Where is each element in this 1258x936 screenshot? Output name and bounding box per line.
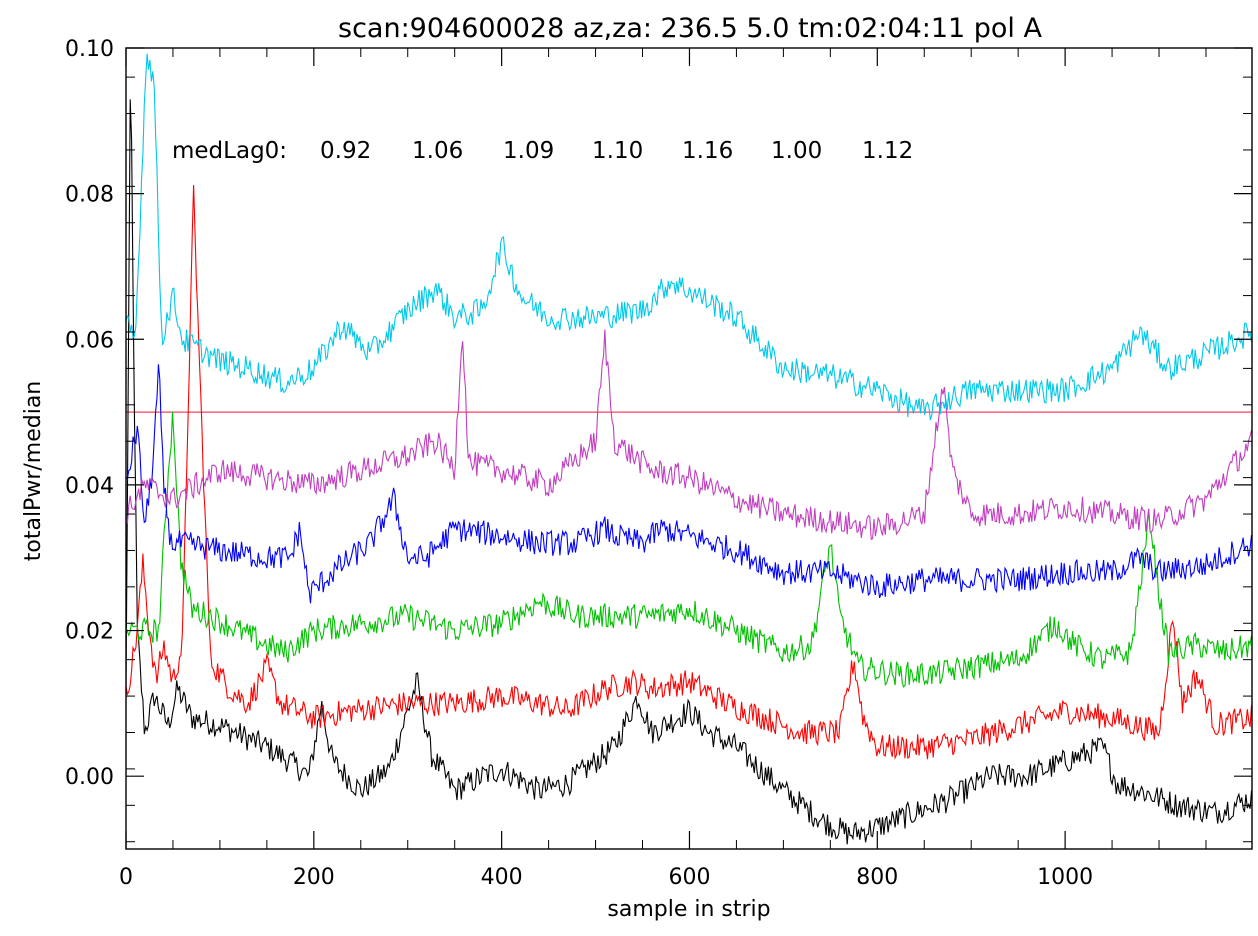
annotation-label: medLag0: [172,138,287,164]
series-line-5 [126,329,1252,540]
annotation-value: 1.16 [682,138,733,164]
x-tick-label: 0 [119,865,133,890]
x-tick-label: 400 [481,865,523,890]
annotation-value: 1.00 [771,138,822,164]
series-line-4 [126,364,1252,604]
y-tick-label: 0.08 [65,183,114,208]
plot-frame [125,47,1253,850]
chart-title: scan:904600028 az,za: 236.5 5.0 tm:02:04… [338,13,1043,44]
series-line-3 [126,411,1252,688]
y-tick-label: 0.02 [65,620,114,645]
annotation: medLag0: 0.92 1.06 1.09 1.10 1.16 1.00 1.12 [172,138,913,164]
x-axis-title: sample in strip [607,897,770,922]
series-layer [126,53,1252,845]
x-tick-label: 200 [293,865,335,890]
annotation-value: 0.92 [320,138,371,164]
y-tick-label: 0.10 [65,37,114,62]
annotation-value: 1.12 [862,138,913,164]
x-tick-label: 800 [856,865,898,890]
axes-layer: 0 200 400 600 800 1000 0.00 0.02 0.04 0.06 0.08 0.1… [65,37,1253,890]
series-line-6 [126,53,1252,421]
series-line-1 [126,99,1252,845]
annotation-value: 1.10 [592,138,643,164]
y-axis-title: totalPwr/median [21,381,46,562]
y-tick-label: 0.00 [65,765,114,790]
y-tick-label: 0.06 [65,328,114,353]
x-tick-label: 1000 [1037,865,1093,890]
x-tick-label: 600 [668,865,710,890]
y-tick-label: 0.04 [65,474,114,499]
annotation-value: 1.06 [412,138,463,164]
series-line-2 [126,184,1252,760]
annotation-value: 1.09 [503,138,554,164]
